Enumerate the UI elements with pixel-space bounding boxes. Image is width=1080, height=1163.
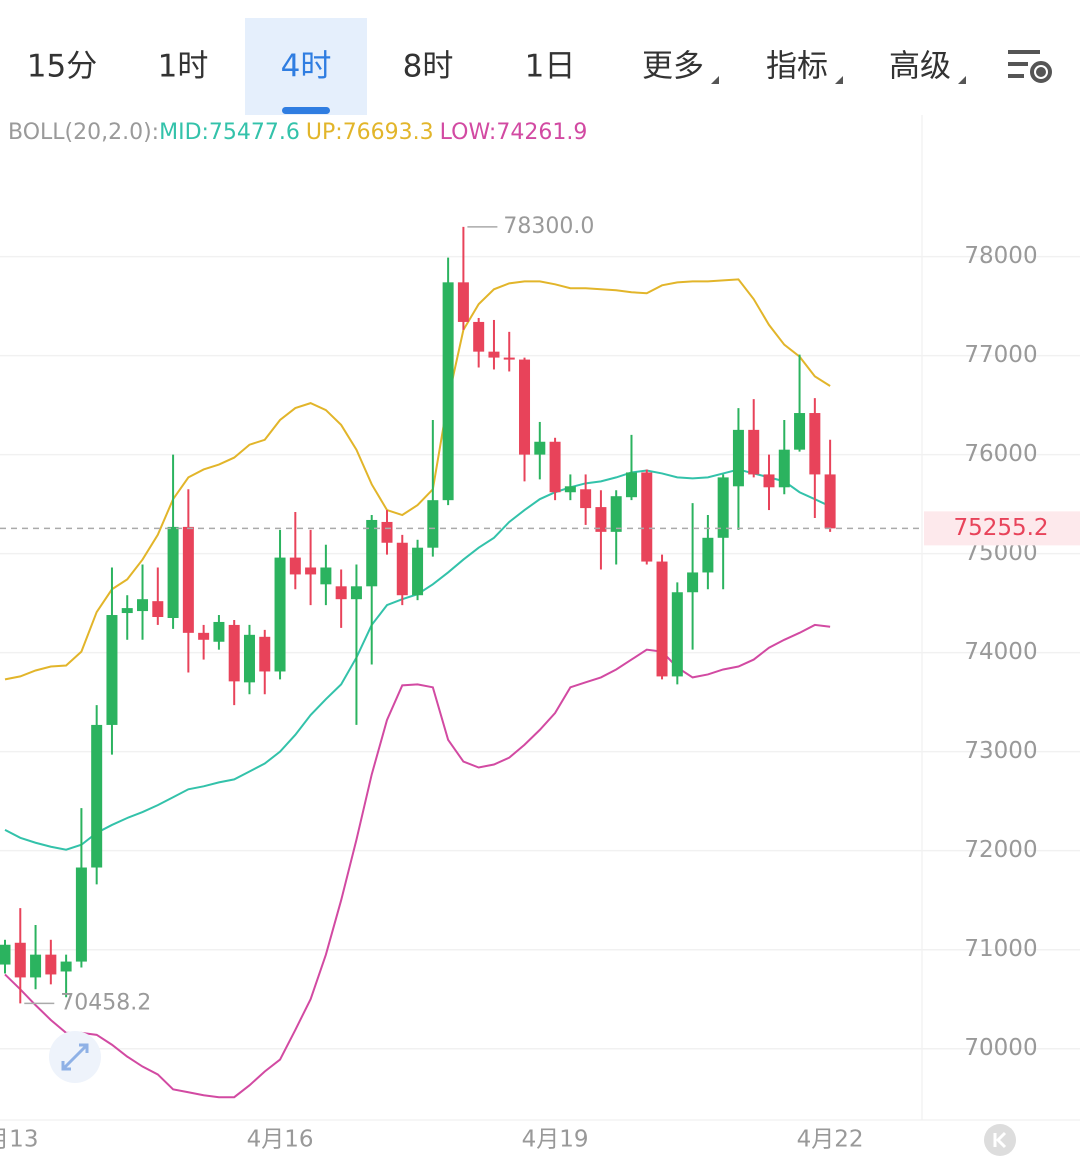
candle-body — [427, 500, 439, 548]
y-tick-label: 77000 — [964, 342, 1037, 368]
indicator-label: LOW:74261.9 — [440, 120, 588, 145]
candle-body — [137, 599, 149, 612]
candle-body — [656, 561, 668, 677]
candle-body — [625, 472, 637, 498]
candle-body — [687, 572, 699, 593]
candle-body — [14, 942, 26, 978]
candle-body — [289, 557, 301, 575]
x-tick-label: 4月13 — [0, 1127, 38, 1153]
expand-button[interactable] — [49, 1031, 101, 1083]
candle-body — [412, 547, 424, 596]
y-tick-label: 78000 — [964, 243, 1037, 269]
y-tick-label: 70000 — [964, 1035, 1037, 1061]
candle-body — [335, 586, 347, 600]
y-tick-label: 76000 — [964, 441, 1037, 467]
candle-body — [717, 477, 729, 538]
candle-body — [763, 474, 775, 488]
candle-body — [30, 954, 42, 978]
x-tick-label: 4月22 — [797, 1127, 864, 1153]
boll-line — [4, 278, 831, 681]
candle-body — [442, 282, 454, 501]
candle-body — [305, 567, 317, 575]
tab[interactable]: 15分 — [27, 49, 97, 85]
candle-body — [702, 537, 714, 573]
candle-body — [457, 282, 469, 322]
candle-body — [106, 615, 118, 725]
candle-body — [595, 507, 607, 532]
candle-body — [580, 489, 592, 509]
y-tick-label: 71000 — [964, 936, 1037, 962]
candle-body — [671, 592, 683, 677]
indicator-legend: BOLL(20,2.0):MID:75477.6 UP:76693.3 LOW:74… — [8, 120, 587, 145]
candle-body — [503, 357, 515, 360]
x-tick-label: 4月19 — [522, 1127, 589, 1153]
y-tick-label: 74000 — [964, 639, 1037, 665]
high-label: 78300.0 — [503, 214, 594, 239]
candle-body — [473, 321, 485, 352]
candle-body — [91, 724, 103, 868]
tab[interactable]: 指标 — [766, 49, 828, 85]
tab-underline — [282, 107, 330, 114]
candle-body — [641, 472, 653, 562]
indicator-label: BOLL(20,2.0): — [8, 120, 159, 145]
candle-body — [534, 441, 546, 455]
tab[interactable]: 1日 — [525, 49, 576, 85]
plot-area: 7000071000720007300074000750007600077000… — [0, 214, 1080, 1153]
dropdown-caret — [835, 76, 843, 84]
candle-body — [610, 496, 622, 532]
candle-body — [75, 867, 87, 962]
settings-icon[interactable] — [1008, 50, 1052, 83]
low-label: 70458.2 — [60, 990, 151, 1015]
candle-body — [396, 542, 408, 596]
candle-body — [60, 961, 72, 972]
candle-body — [274, 557, 286, 672]
candle-body — [778, 449, 790, 488]
candle-body — [366, 519, 378, 587]
candle-body — [259, 636, 271, 672]
tab[interactable]: 8时 — [403, 49, 454, 85]
scroll-latest-button[interactable] — [984, 1124, 1016, 1156]
tab[interactable]: 4时 — [281, 49, 332, 85]
candle-body — [228, 624, 240, 682]
last-price-label: 75255.2 — [953, 515, 1048, 541]
candle-body — [0, 944, 11, 965]
candle-body — [748, 429, 760, 475]
tab[interactable]: 1时 — [158, 49, 209, 85]
last-price-tag — [924, 511, 1080, 546]
y-tick-label: 73000 — [964, 738, 1037, 764]
y-tick-label: 72000 — [964, 837, 1037, 863]
candle-body — [198, 632, 210, 640]
candle-body — [809, 413, 821, 475]
candle-body — [350, 586, 362, 600]
candle-body — [243, 634, 255, 683]
candle-body — [121, 608, 133, 614]
dropdown-caret — [711, 76, 719, 84]
indicator-label: MID:75477.6 — [159, 120, 300, 145]
candle-body — [564, 486, 576, 493]
candle-body — [213, 621, 225, 642]
tab[interactable]: 高级 — [889, 49, 951, 85]
candle-body — [549, 441, 561, 493]
candle-body — [519, 359, 531, 455]
tab-highlight — [245, 18, 367, 115]
candle-body — [732, 429, 744, 487]
dropdown-caret — [958, 76, 966, 84]
candle-body — [824, 474, 836, 529]
tab-bar: 15分 1时 4时 8时 1日 更多 指标 高级 — [27, 18, 966, 115]
candle-body — [182, 526, 194, 633]
x-tick-label: 4月16 — [247, 1127, 314, 1153]
indicator-label: UP:76693.3 — [306, 120, 434, 145]
candle-body — [488, 351, 500, 358]
boll-line — [4, 623, 831, 1099]
tab[interactable]: 更多 — [642, 49, 704, 85]
candle-body — [320, 567, 332, 585]
candle-body — [167, 526, 179, 618]
candle-body — [45, 954, 57, 975]
candle-body — [381, 521, 393, 543]
candle-body — [794, 413, 806, 450]
candle-body — [152, 601, 164, 618]
